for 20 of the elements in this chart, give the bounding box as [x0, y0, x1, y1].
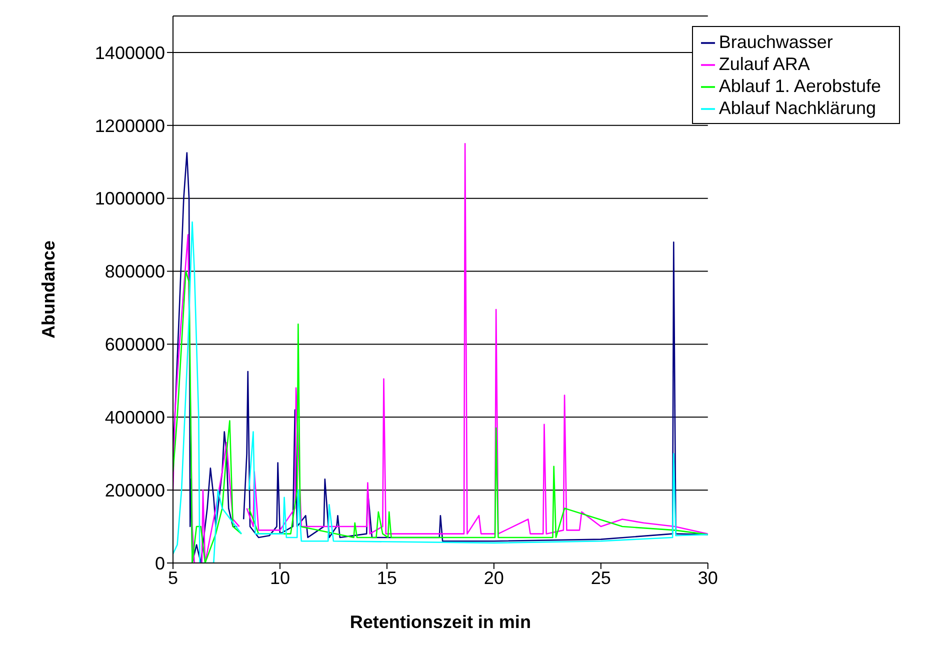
legend-label: Ablauf 1. Aerobstufe [718, 76, 881, 96]
x-axis-title: Retentionszeit in min [350, 612, 531, 632]
x-tick-label: 15 [376, 568, 397, 588]
x-tick-label: 30 [698, 568, 718, 588]
legend-label: Brauchwasser [718, 32, 833, 52]
x-tick-label: 5 [168, 568, 178, 588]
x-tick-label: 25 [590, 568, 611, 588]
y-tick-label: 400000 [104, 408, 165, 428]
x-tick-label: 10 [270, 568, 290, 588]
y-axis-title: Abundance [38, 240, 58, 339]
legend-label: Zulauf ARA [718, 54, 810, 74]
y-tick-label: 800000 [104, 262, 165, 282]
y-tick-label: 1400000 [94, 42, 165, 63]
x-tick-label: 20 [484, 568, 504, 588]
legend-label: Ablauf Nachklärung [718, 98, 876, 118]
y-tick-label: 1200000 [94, 116, 165, 136]
y-tick-label: 200000 [104, 480, 165, 500]
y-tick-label: 600000 [104, 334, 165, 355]
y-tick-label: 0 [154, 553, 165, 574]
y-tick-label: 1000000 [94, 188, 165, 209]
